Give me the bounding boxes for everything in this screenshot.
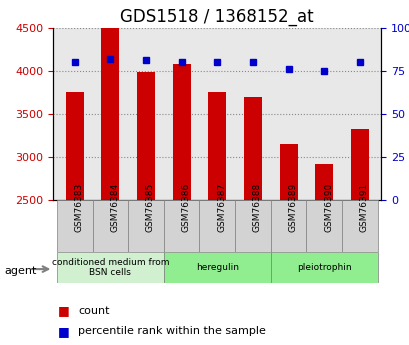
Text: agent: agent — [4, 266, 36, 276]
Text: ■: ■ — [57, 325, 69, 338]
Text: percentile rank within the sample: percentile rank within the sample — [78, 326, 265, 336]
Text: GSM76386: GSM76386 — [181, 183, 190, 233]
Bar — [315, 164, 333, 200]
FancyBboxPatch shape — [341, 200, 377, 252]
FancyBboxPatch shape — [164, 200, 199, 252]
Text: GSM76385: GSM76385 — [146, 183, 155, 233]
FancyBboxPatch shape — [57, 252, 164, 283]
Text: GSM76390: GSM76390 — [324, 183, 333, 233]
FancyBboxPatch shape — [306, 200, 341, 252]
Bar — [101, 28, 119, 200]
FancyBboxPatch shape — [128, 200, 164, 252]
FancyBboxPatch shape — [92, 200, 128, 252]
FancyBboxPatch shape — [270, 200, 306, 252]
Text: pleiotrophin: pleiotrophin — [296, 263, 351, 272]
Text: GSM76391: GSM76391 — [359, 183, 368, 233]
Bar — [172, 64, 190, 200]
Bar — [65, 92, 83, 200]
Text: GSM76383: GSM76383 — [74, 183, 83, 233]
FancyBboxPatch shape — [164, 252, 270, 283]
Text: GSM76387: GSM76387 — [217, 183, 226, 233]
Bar — [243, 97, 261, 200]
FancyBboxPatch shape — [199, 200, 234, 252]
Bar — [137, 72, 155, 200]
Text: conditioned medium from
BSN cells: conditioned medium from BSN cells — [52, 258, 169, 277]
Title: GDS1518 / 1368152_at: GDS1518 / 1368152_at — [120, 8, 313, 26]
Text: count: count — [78, 306, 109, 315]
Bar — [279, 144, 297, 200]
Text: GSM76388: GSM76388 — [252, 183, 261, 233]
Text: GSM76384: GSM76384 — [110, 183, 119, 233]
FancyBboxPatch shape — [234, 200, 270, 252]
FancyBboxPatch shape — [270, 252, 377, 283]
Text: ■: ■ — [57, 304, 69, 317]
Bar — [350, 129, 368, 200]
FancyBboxPatch shape — [57, 200, 92, 252]
Text: GSM76389: GSM76389 — [288, 183, 297, 233]
Text: heregulin: heregulin — [196, 263, 238, 272]
Bar — [208, 92, 226, 200]
